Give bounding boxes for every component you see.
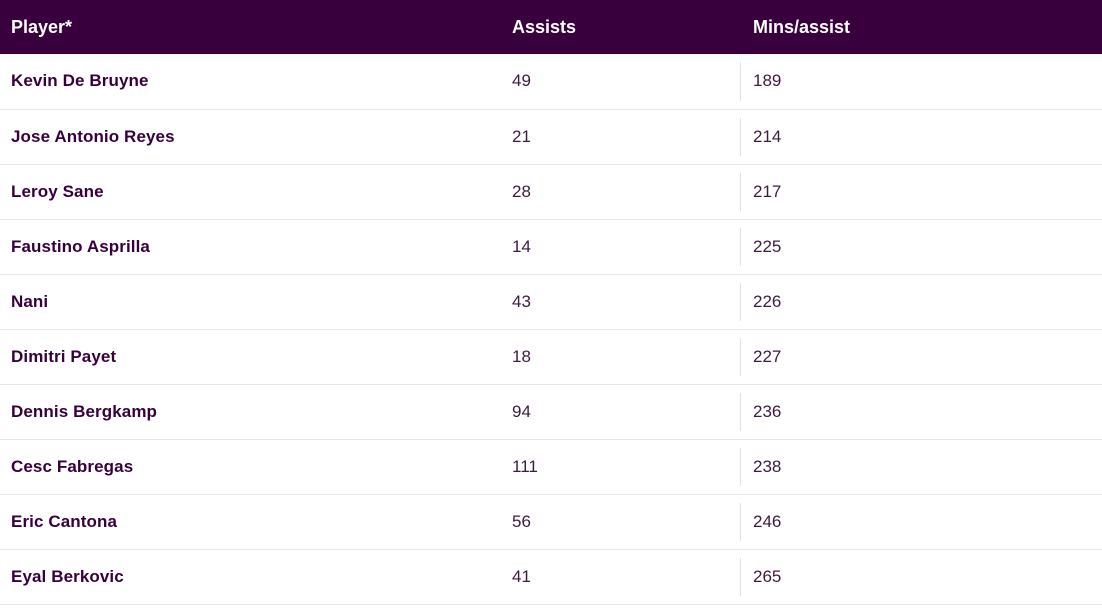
player-name: Eyal Berkovic <box>11 566 124 586</box>
assists-value: 28 <box>512 181 531 201</box>
table-row: Faustino Asprilla 14 225 <box>0 219 1102 274</box>
assists-value: 21 <box>512 126 531 146</box>
table-row: Leroy Sane 28 217 <box>0 164 1102 219</box>
mins-per-assist-value: 236 <box>740 384 1102 439</box>
assists-value: 14 <box>512 236 531 256</box>
table-row: Dimitri Payet 18 227 <box>0 329 1102 384</box>
header-assists: Assists <box>512 16 577 37</box>
mins-per-assist-value: 217 <box>740 164 1102 219</box>
header-player: Player* <box>11 16 73 37</box>
table-row: Nani 43 226 <box>0 274 1102 329</box>
header-mins-per-assist: Mins/assist <box>753 16 851 37</box>
mins-per-assist-value: 227 <box>740 329 1102 384</box>
assists-value: 111 <box>512 456 538 476</box>
mins-per-assist-value: 265 <box>740 549 1102 604</box>
assists-value: 43 <box>512 291 531 311</box>
table-row: Jose Antonio Reyes 21 214 <box>0 109 1102 164</box>
assists-value: 41 <box>512 566 531 586</box>
player-name: Kevin De Bruyne <box>11 71 149 91</box>
mins-per-assist-value: 225 <box>740 219 1102 274</box>
assists-value: 94 <box>512 401 531 421</box>
mins-per-assist-value: 238 <box>740 439 1102 494</box>
table-row: Cesc Fabregas 111 238 <box>0 439 1102 494</box>
table-row: Kevin De Bruyne 49 189 <box>0 54 1102 109</box>
mins-per-assist-value: 226 <box>740 274 1102 329</box>
mins-per-assist-value: 189 <box>740 54 1102 109</box>
assists-value: 49 <box>512 71 531 91</box>
table-row: Eric Cantona 56 246 <box>0 494 1102 549</box>
assists-value: 18 <box>512 346 531 366</box>
player-name: Dimitri Payet <box>11 346 117 366</box>
player-name: Cesc Fabregas <box>11 456 134 476</box>
table-body: Kevin De Bruyne 49 189 Jose Antonio Reye… <box>0 54 1102 604</box>
player-name: Faustino Asprilla <box>11 236 150 256</box>
mins-per-assist-value: 246 <box>740 494 1102 549</box>
player-name: Jose Antonio Reyes <box>11 126 175 146</box>
player-name: Leroy Sane <box>11 181 104 201</box>
table-header: Player* Assists Mins/assist <box>0 0 1102 54</box>
assists-value: 56 <box>512 511 531 531</box>
player-name: Eric Cantona <box>11 511 118 531</box>
player-name: Nani <box>11 291 49 311</box>
mins-per-assist-value: 214 <box>740 109 1102 164</box>
table-row: Dennis Bergkamp 94 236 <box>0 384 1102 439</box>
table-row: Eyal Berkovic 41 265 <box>0 549 1102 604</box>
player-name: Dennis Bergkamp <box>11 401 158 421</box>
header-row: Player* Assists Mins/assist <box>0 0 1102 54</box>
